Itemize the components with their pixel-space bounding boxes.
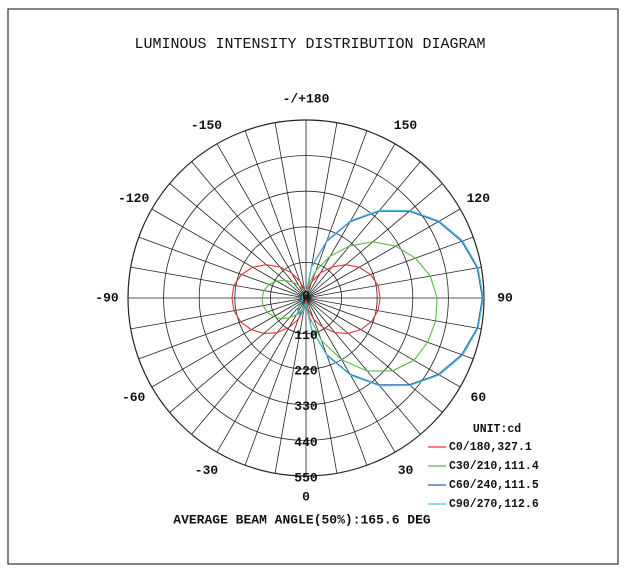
spoke [305, 297, 461, 388]
spoke [169, 183, 307, 299]
r-tick-label: 330 [294, 399, 318, 414]
legend-label: C60/240,111.5 [449, 479, 539, 492]
ring [234, 226, 378, 370]
angle-label: 60 [471, 390, 487, 405]
r-tick-label: 440 [294, 435, 318, 450]
ring [269, 261, 342, 334]
spoke [305, 236, 474, 299]
spoke [244, 297, 307, 466]
spoke [274, 297, 307, 474]
angle-label: -90 [95, 290, 119, 305]
spoke [305, 297, 421, 435]
spoke [305, 161, 421, 299]
spoke [151, 208, 307, 299]
spoke [305, 297, 443, 413]
spoke [130, 297, 307, 330]
spoke [305, 266, 482, 299]
spoke [191, 297, 307, 435]
spoke [305, 297, 474, 360]
spoke [216, 297, 307, 453]
angle-label: -150 [191, 118, 222, 133]
angle-label: -120 [118, 191, 149, 206]
curve [231, 264, 381, 334]
unit-label: UNIT:cd [473, 423, 521, 436]
spoke [151, 297, 307, 388]
angle-label: -30 [195, 463, 219, 478]
legend-label: C90/270,112.6 [449, 498, 539, 511]
frame [7, 8, 619, 565]
spoke [130, 266, 307, 299]
spoke [244, 130, 307, 299]
angle-label: 120 [467, 191, 491, 206]
angle-label: 0 [302, 489, 310, 504]
r-tick-label: 550 [294, 470, 318, 485]
spoke [138, 236, 307, 299]
ring [127, 119, 485, 477]
spoke [138, 297, 307, 360]
ring [163, 155, 449, 441]
angle-label: -60 [122, 390, 146, 405]
r-tick-label: 0 [302, 288, 310, 303]
spoke [305, 208, 461, 299]
spoke [305, 183, 443, 299]
legend-label: C30/210,111.4 [449, 460, 539, 473]
spoke [169, 297, 307, 413]
angle-label: 90 [497, 290, 513, 305]
ring [198, 190, 414, 406]
annotation: AVERAGE BEAM ANGLE(50%):165.6 DEG [173, 512, 431, 527]
spoke [274, 122, 307, 299]
angle-label: 30 [398, 463, 414, 478]
angle-label: -/+180 [283, 91, 330, 106]
spoke [305, 297, 368, 466]
legend-label: C0/180,327.1 [449, 441, 532, 454]
curve [297, 209, 484, 387]
chart-title: LUMINOUS INTENSITY DISTRIBUTION DIAGRAM [134, 36, 485, 53]
r-tick-label: 220 [294, 364, 318, 379]
spoke [191, 161, 307, 299]
r-tick-label: 110 [294, 328, 318, 343]
spoke [305, 297, 482, 330]
angle-label: 150 [394, 118, 418, 133]
